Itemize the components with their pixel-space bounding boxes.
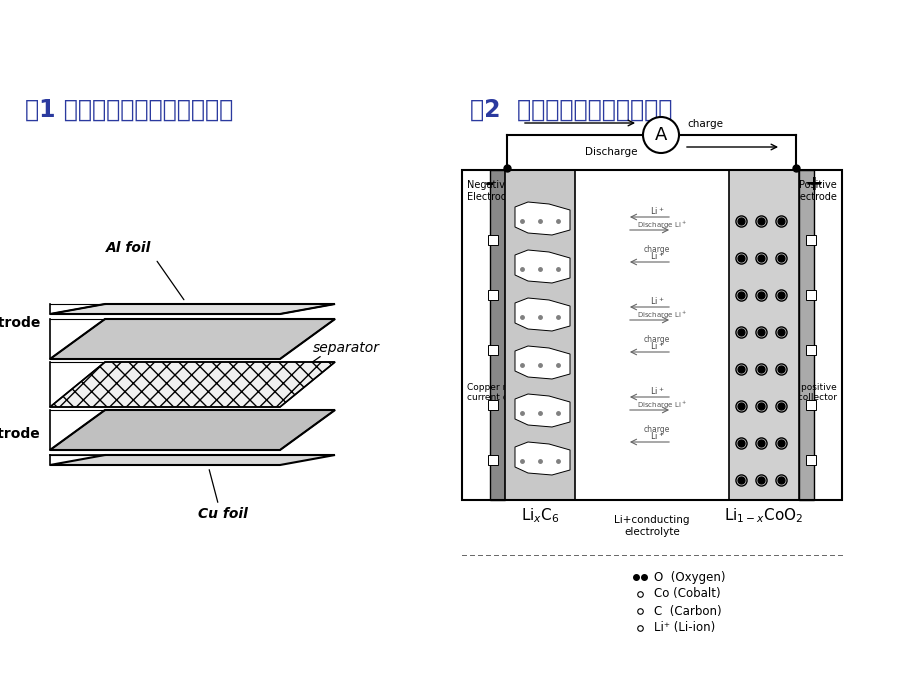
Polygon shape [515, 202, 570, 235]
Bar [490, 170, 505, 500]
Text: 图2  锂离子二次电池工作原理: 图2 锂离子二次电池工作原理 [470, 98, 672, 122]
Bar [487, 235, 497, 245]
Bar [805, 235, 815, 245]
Text: Discharge Li$^+$: Discharge Li$^+$ [636, 219, 686, 231]
Bar [487, 290, 497, 300]
Text: Positive
Electrode: Positive Electrode [790, 180, 836, 202]
Text: Li$_x$C$_6$: Li$_x$C$_6$ [520, 506, 559, 524]
Bar [728, 170, 798, 500]
Polygon shape [515, 394, 570, 427]
Text: Li$^+$: Li$^+$ [649, 250, 664, 262]
Text: A: A [654, 126, 666, 144]
Polygon shape [50, 455, 335, 465]
Text: charge: charge [686, 119, 722, 129]
Text: -: - [483, 174, 494, 194]
Polygon shape [515, 346, 570, 379]
Text: Copper negative
current collector: Copper negative current collector [467, 382, 542, 402]
Text: Li$_{1-x}$CoO$_2$: Li$_{1-x}$CoO$_2$ [723, 506, 803, 524]
Polygon shape [50, 362, 335, 407]
Text: Discharge Li$^+$: Discharge Li$^+$ [636, 310, 686, 321]
Text: O  (Oxygen): O (Oxygen) [653, 571, 725, 584]
Bar [798, 170, 813, 500]
Text: Co (Cobalt): Co (Cobalt) [653, 587, 720, 600]
Text: Discharge Li$^+$: Discharge Li$^+$ [636, 400, 686, 411]
Circle shape [642, 117, 678, 153]
Bar [805, 400, 815, 410]
Text: negative electrode: negative electrode [0, 427, 40, 441]
Text: charge: charge [643, 245, 669, 254]
Polygon shape [515, 442, 570, 475]
Text: charge: charge [643, 335, 669, 344]
Text: Li+conducting
electrolyte: Li+conducting electrolyte [614, 515, 689, 537]
Text: charge: charge [643, 425, 669, 434]
Bar [805, 290, 815, 300]
Polygon shape [50, 410, 335, 450]
Text: +: + [804, 174, 823, 194]
Polygon shape [50, 319, 335, 359]
Polygon shape [515, 298, 570, 331]
Text: Discharge: Discharge [584, 147, 637, 157]
Text: 图1 锂离子电池组成结构示意图: 图1 锂离子电池组成结构示意图 [25, 98, 233, 122]
Bar [805, 345, 815, 355]
Bar [487, 400, 497, 410]
Text: Li$^+$: Li$^+$ [649, 340, 664, 352]
Polygon shape [50, 304, 335, 314]
Text: Li⁺ (Li-ion): Li⁺ (Li-ion) [653, 622, 714, 635]
Bar [487, 455, 497, 465]
Text: Li$^+$: Li$^+$ [649, 295, 664, 307]
Text: Li$^+$: Li$^+$ [649, 385, 664, 397]
Text: Cu foil: Cu foil [199, 507, 248, 521]
Text: Li$^+$: Li$^+$ [649, 431, 664, 442]
Polygon shape [515, 250, 570, 283]
Text: Negative
Electrode: Negative Electrode [467, 180, 512, 202]
Text: C  (Carbon): C (Carbon) [653, 604, 720, 618]
Text: positive electrode: positive electrode [0, 316, 40, 330]
Text: Li$^+$: Li$^+$ [649, 206, 664, 217]
Bar [487, 345, 497, 355]
Bar [461, 170, 841, 500]
Bar [805, 455, 815, 465]
Text: separator: separator [312, 341, 380, 355]
Text: Al foil: Al foil [106, 241, 151, 255]
Bar [505, 170, 574, 500]
Text: Aluminum positive
current collector: Aluminum positive current collector [752, 382, 836, 402]
